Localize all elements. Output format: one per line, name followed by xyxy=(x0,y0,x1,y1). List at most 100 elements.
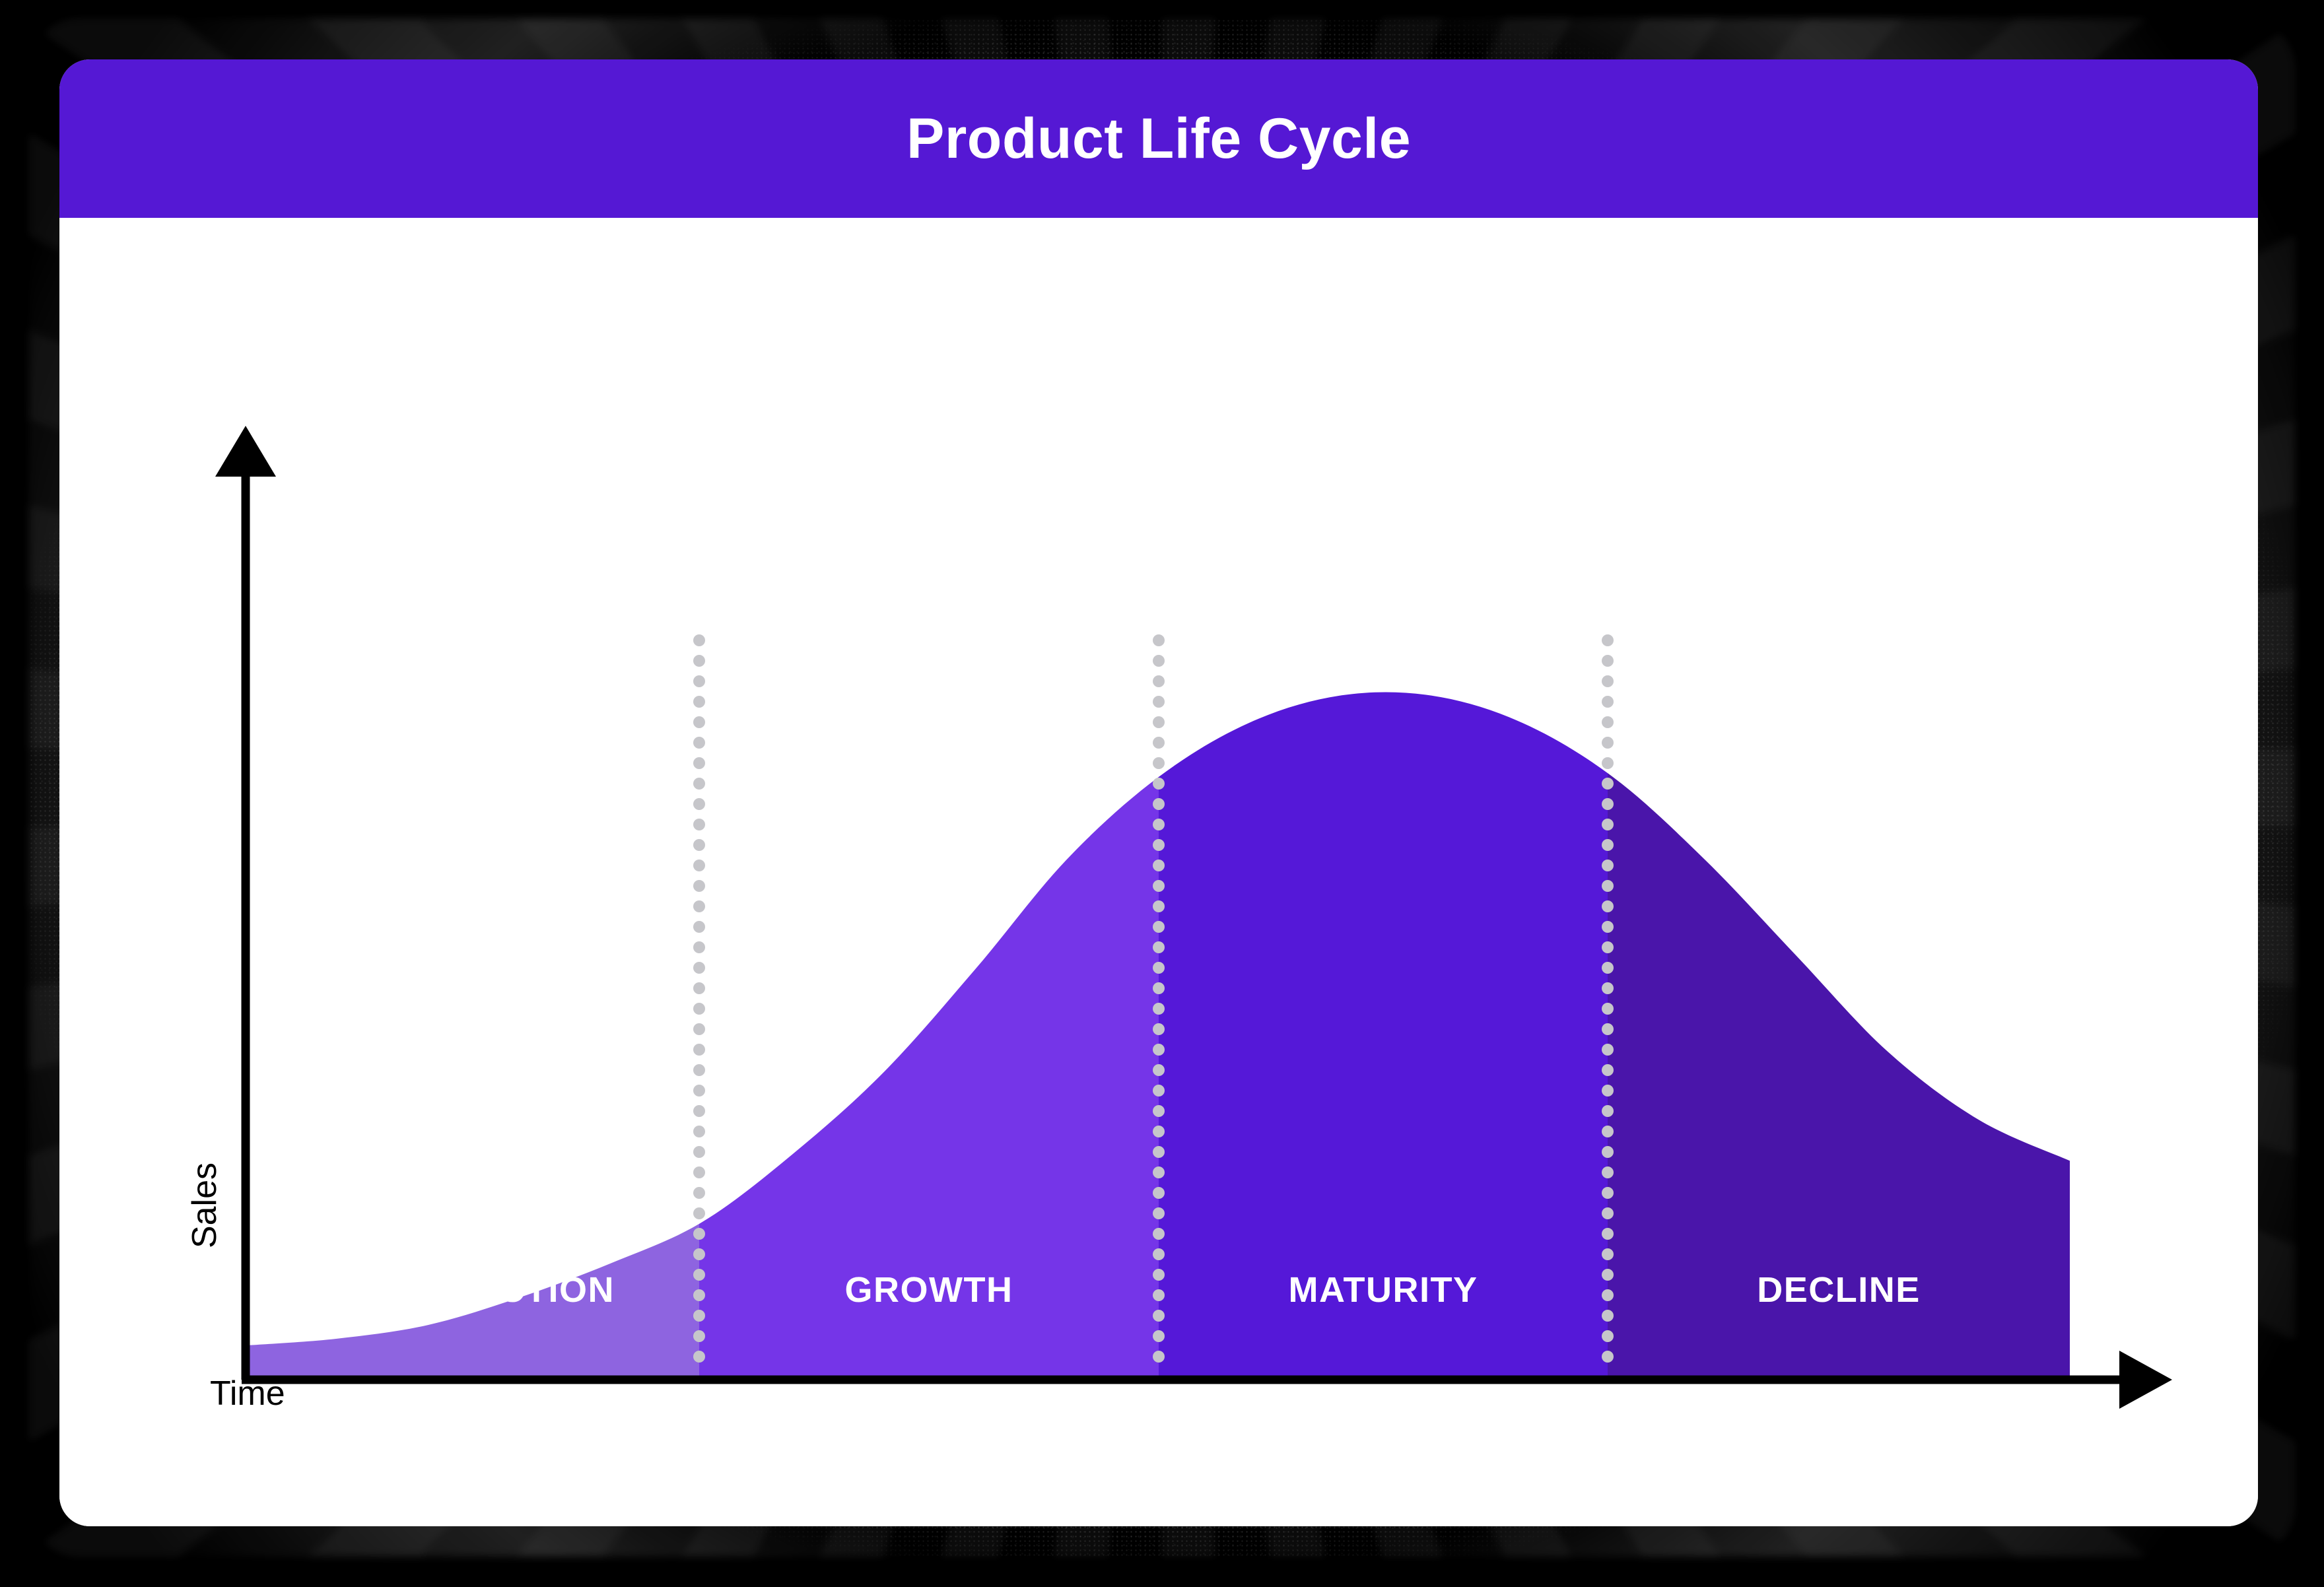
divider-dot xyxy=(693,1207,705,1219)
divider-dot xyxy=(693,798,705,810)
divider-dot xyxy=(693,819,705,830)
divider-dot xyxy=(1602,1228,1614,1240)
divider-dot xyxy=(693,860,705,871)
divider-dot xyxy=(1153,900,1165,912)
divider-dot xyxy=(693,1126,705,1137)
divider-dot xyxy=(693,1146,705,1158)
divider-dot xyxy=(1153,1248,1165,1260)
divider-dot xyxy=(1153,1269,1165,1281)
divider-dot xyxy=(1153,1085,1165,1097)
divider-dot xyxy=(1602,880,1614,892)
divider-dot xyxy=(1153,1289,1165,1301)
divider-dot xyxy=(693,778,705,790)
divider-dot xyxy=(1602,1207,1614,1219)
divider-dot xyxy=(1602,1023,1614,1035)
divider-dot xyxy=(1602,634,1614,646)
divider-dot xyxy=(1602,941,1614,953)
divider-dot xyxy=(1153,1003,1165,1015)
divider-dot xyxy=(1602,1044,1614,1056)
divider-dot xyxy=(693,1289,705,1301)
divider-dot xyxy=(693,1269,705,1281)
y-axis-label: Sales xyxy=(186,1162,224,1249)
divider-dot xyxy=(1153,1228,1165,1240)
divider-dot xyxy=(1153,634,1165,646)
divider-dot xyxy=(1153,1310,1165,1322)
chart-area: Sales Time INTRODUCTION GROWTH MATURITY … xyxy=(59,218,2258,1526)
area-growth xyxy=(699,776,1159,1380)
area-decline xyxy=(1608,773,2070,1380)
divider-dot xyxy=(693,675,705,687)
divider-dot xyxy=(1602,716,1614,728)
divider-dot xyxy=(693,757,705,769)
divider-dot xyxy=(1602,1187,1614,1199)
stage-label-decline: DECLINE xyxy=(1757,1270,1921,1310)
divider-dot xyxy=(1153,696,1165,708)
divider-dot xyxy=(1602,839,1614,851)
x-axis xyxy=(242,1351,2172,1409)
divider-dot xyxy=(693,941,705,953)
divider-dot xyxy=(693,1166,705,1178)
divider-dot xyxy=(693,921,705,933)
divider-dot xyxy=(1602,675,1614,687)
divider-dot xyxy=(693,1064,705,1076)
page-title: Product Life Cycle xyxy=(906,107,1412,170)
divider-dot xyxy=(693,1187,705,1199)
divider-dot xyxy=(693,962,705,974)
divider-dot xyxy=(1153,921,1165,933)
divider-dot xyxy=(693,1351,705,1363)
divider-dot xyxy=(1602,1248,1614,1260)
stage-dividers xyxy=(693,634,1614,1363)
divider-dot xyxy=(1153,1330,1165,1342)
divider-dot xyxy=(1153,860,1165,871)
divider-dot xyxy=(1602,1146,1614,1158)
divider-dot xyxy=(1153,880,1165,892)
divider-dot xyxy=(1602,1166,1614,1178)
divider-dot xyxy=(1153,1187,1165,1199)
divider-dot xyxy=(1602,757,1614,769)
divider-dot xyxy=(1153,1146,1165,1158)
divider-dot xyxy=(1602,1105,1614,1117)
divider-dot xyxy=(693,1105,705,1117)
divider-dot xyxy=(1602,982,1614,994)
stage-label-growth: GROWTH xyxy=(844,1270,1013,1310)
divider-dot xyxy=(1153,1351,1165,1363)
product-life-cycle-chart xyxy=(215,426,2172,1409)
divider-dot xyxy=(1602,737,1614,749)
divider-dot xyxy=(1153,1044,1165,1056)
divider-dot xyxy=(1153,1105,1165,1117)
divider-dot xyxy=(693,696,705,708)
divider-dot xyxy=(1153,1126,1165,1137)
divider-dot xyxy=(1602,696,1614,708)
divider-dot xyxy=(1602,1085,1614,1097)
divider-dot xyxy=(1153,1207,1165,1219)
divider-dot xyxy=(1153,941,1165,953)
divider-dot xyxy=(1602,962,1614,974)
divider-dot xyxy=(1602,1003,1614,1015)
divider-dot xyxy=(1153,1023,1165,1035)
divider-dot xyxy=(693,1085,705,1097)
divider-dot xyxy=(1602,1351,1614,1363)
divider-dot xyxy=(1602,778,1614,790)
divider-dot xyxy=(1153,716,1165,728)
card-header: Product Life Cycle xyxy=(59,59,2258,218)
divider-dot xyxy=(1602,1289,1614,1301)
divider-dot xyxy=(1602,921,1614,933)
divider-dot xyxy=(1602,860,1614,871)
divider-dot xyxy=(1153,778,1165,790)
x-axis-label: Time xyxy=(210,1374,285,1413)
divider-dot xyxy=(693,1310,705,1322)
divider-dot xyxy=(1602,819,1614,830)
divider-dot xyxy=(1153,1166,1165,1178)
divider-dot xyxy=(1153,655,1165,667)
divider-dot xyxy=(1602,1330,1614,1342)
divider-dot xyxy=(1602,1064,1614,1076)
stage-label-maturity: MATURITY xyxy=(1288,1270,1478,1310)
y-axis xyxy=(215,426,276,1380)
area-maturity xyxy=(1159,692,1608,1380)
divider-dot xyxy=(1602,900,1614,912)
divider-dot xyxy=(693,900,705,912)
divider-dot xyxy=(1602,1310,1614,1322)
divider-dot xyxy=(1602,655,1614,667)
divider-dot xyxy=(693,1228,705,1240)
divider-dot xyxy=(693,655,705,667)
